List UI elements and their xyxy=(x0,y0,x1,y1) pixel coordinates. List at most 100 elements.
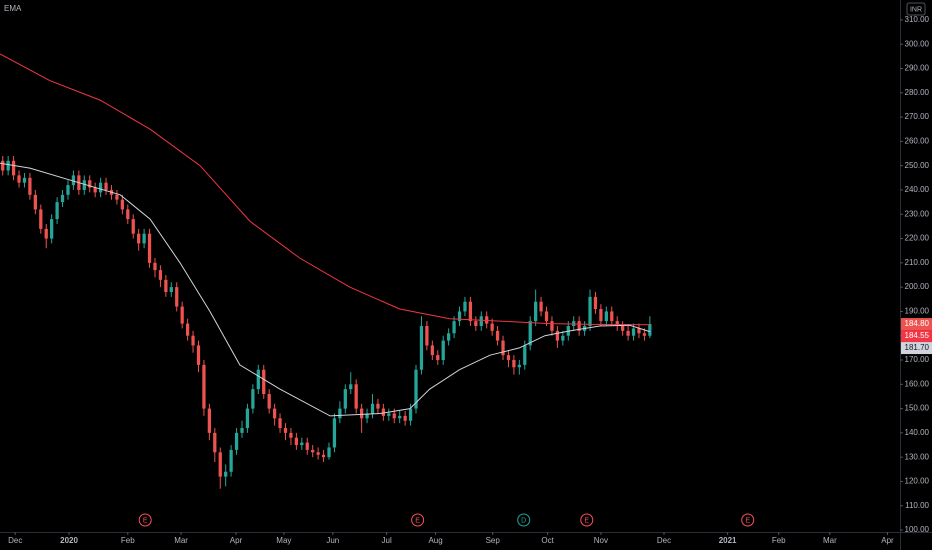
candle-body xyxy=(577,321,581,331)
candle-body xyxy=(142,233,146,244)
candle-body xyxy=(185,323,190,336)
candle-body xyxy=(126,209,130,220)
y-tick-label: 250.00 xyxy=(905,161,930,170)
x-tick-label: Mar xyxy=(823,536,837,545)
candle-body xyxy=(88,180,92,188)
candle-body xyxy=(648,324,652,336)
candle-body xyxy=(593,296,598,309)
candle-body xyxy=(365,413,369,419)
candle-body xyxy=(474,321,478,327)
candle-body xyxy=(191,335,195,346)
candle-body xyxy=(22,177,27,183)
candle-body xyxy=(637,328,641,334)
event-marker xyxy=(411,513,425,527)
candle-body xyxy=(169,287,173,292)
candle-body xyxy=(517,364,521,368)
event-marker xyxy=(138,513,152,527)
x-tick-label: Aug xyxy=(428,536,442,545)
y-tick-label: 220.00 xyxy=(905,234,930,243)
x-tick-label: Dec xyxy=(8,536,22,545)
candle-body xyxy=(262,369,266,395)
candle-body xyxy=(316,452,320,455)
candle-body xyxy=(479,316,483,327)
candle-body xyxy=(180,306,184,324)
candle-body xyxy=(610,311,614,322)
candle-body xyxy=(66,185,70,195)
y-tick-label: 110.00 xyxy=(905,501,929,510)
candle-body xyxy=(414,369,418,409)
candle-body xyxy=(447,333,451,341)
event-label: D xyxy=(521,517,526,524)
price-label-bg xyxy=(901,318,932,331)
candle-body xyxy=(463,301,467,312)
x-tick-label: Dec xyxy=(657,536,671,545)
event-marker xyxy=(741,513,755,527)
candle-body xyxy=(490,323,494,331)
candle-body xyxy=(229,449,233,472)
candle-body xyxy=(305,442,309,450)
x-tick-label: 2021 xyxy=(719,536,737,545)
candle-body xyxy=(398,415,402,419)
indicator-label: EMA xyxy=(4,4,22,13)
candle-body xyxy=(115,194,119,200)
candle-body xyxy=(218,452,222,477)
x-tick-label: Mar xyxy=(174,536,188,545)
candle-body xyxy=(158,270,163,280)
candle-body xyxy=(343,389,347,409)
x-tick-label: May xyxy=(276,536,291,545)
candle-body xyxy=(1,160,5,171)
candle-body xyxy=(370,403,375,414)
y-tick-label: 130.00 xyxy=(905,452,930,461)
y-tick-label: 190.00 xyxy=(905,307,930,316)
candle-body xyxy=(300,442,304,446)
candle-body xyxy=(604,311,608,322)
candle-body xyxy=(60,194,65,203)
y-tick-label: 120.00 xyxy=(905,477,930,486)
candle-body xyxy=(278,418,282,429)
candle-body xyxy=(104,182,108,190)
candle-body xyxy=(283,428,288,433)
candle-body xyxy=(349,384,353,390)
candle-body xyxy=(82,180,86,190)
x-tick-label: Sep xyxy=(486,536,501,545)
event-marker xyxy=(517,513,531,527)
candle-body xyxy=(539,301,543,312)
candle-body xyxy=(495,330,500,341)
candle-body xyxy=(381,408,386,416)
candle-body xyxy=(224,471,228,477)
candle-body xyxy=(376,403,380,409)
candle-body xyxy=(441,340,445,361)
candle-body xyxy=(39,209,43,229)
candle-body xyxy=(550,321,554,331)
currency-label: INR xyxy=(910,6,922,13)
candle-body xyxy=(147,233,152,263)
candle-body xyxy=(234,432,239,450)
candle-body xyxy=(354,384,358,409)
candle-body xyxy=(44,228,48,239)
candle-body xyxy=(555,330,560,341)
x-tick-label: Oct xyxy=(541,536,554,545)
candle-body xyxy=(588,296,592,327)
candle-body xyxy=(11,160,16,176)
candle-body xyxy=(28,177,32,195)
candle-body xyxy=(93,187,97,193)
candle-body xyxy=(311,449,315,453)
candle-body xyxy=(544,311,549,322)
price-label-bg xyxy=(901,330,932,343)
candle-body xyxy=(360,408,364,419)
y-tick-label: 100.00 xyxy=(905,525,930,534)
event-label: E xyxy=(745,517,750,524)
candle-body xyxy=(338,408,342,419)
price-label: 184.55 xyxy=(905,331,930,340)
candle-body xyxy=(207,408,211,433)
y-tick-label: 230.00 xyxy=(905,209,930,218)
candle-body xyxy=(17,175,21,183)
candle-body xyxy=(164,279,168,292)
y-tick-label: 200.00 xyxy=(905,282,930,291)
x-tick-label: Feb xyxy=(772,536,786,545)
event-label: E xyxy=(584,517,589,524)
y-tick-label: 170.00 xyxy=(905,355,930,364)
candle-body xyxy=(33,194,37,210)
